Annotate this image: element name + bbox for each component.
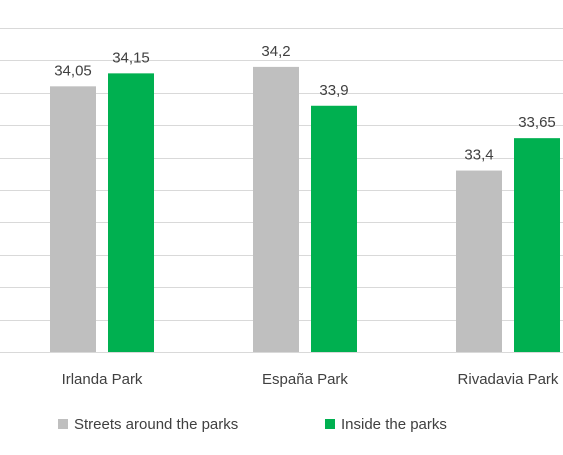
bar-streets-0 xyxy=(50,86,96,352)
category-label-1: España Park xyxy=(262,371,348,388)
legend-swatch-inside xyxy=(325,419,335,429)
category-label-0: Irlanda Park xyxy=(62,371,143,388)
data-label-inside-1: 33,9 xyxy=(319,82,348,99)
data-label-inside-0: 34,15 xyxy=(112,49,150,66)
data-label-streets-1: 34,2 xyxy=(261,43,290,60)
category-label-2: Rivadavia Park xyxy=(458,371,559,388)
legend-swatch-streets xyxy=(58,419,68,429)
data-label-streets-2: 33,4 xyxy=(464,147,493,164)
legend-label-inside: Inside the parks xyxy=(341,415,447,433)
bar-inside-0 xyxy=(108,73,154,353)
bar-streets-1 xyxy=(253,66,299,352)
bar-streets-2 xyxy=(456,170,502,352)
data-label-inside-2: 33,65 xyxy=(518,114,556,131)
legend-item-inside: Inside the parks xyxy=(325,416,447,433)
legend-item-streets: Streets around the parks xyxy=(58,416,238,433)
bar-inside-1 xyxy=(311,105,357,352)
data-label-streets-0: 34,05 xyxy=(54,62,92,79)
bar-inside-2 xyxy=(514,138,560,352)
legend-label-streets: Streets around the parks xyxy=(74,415,239,433)
